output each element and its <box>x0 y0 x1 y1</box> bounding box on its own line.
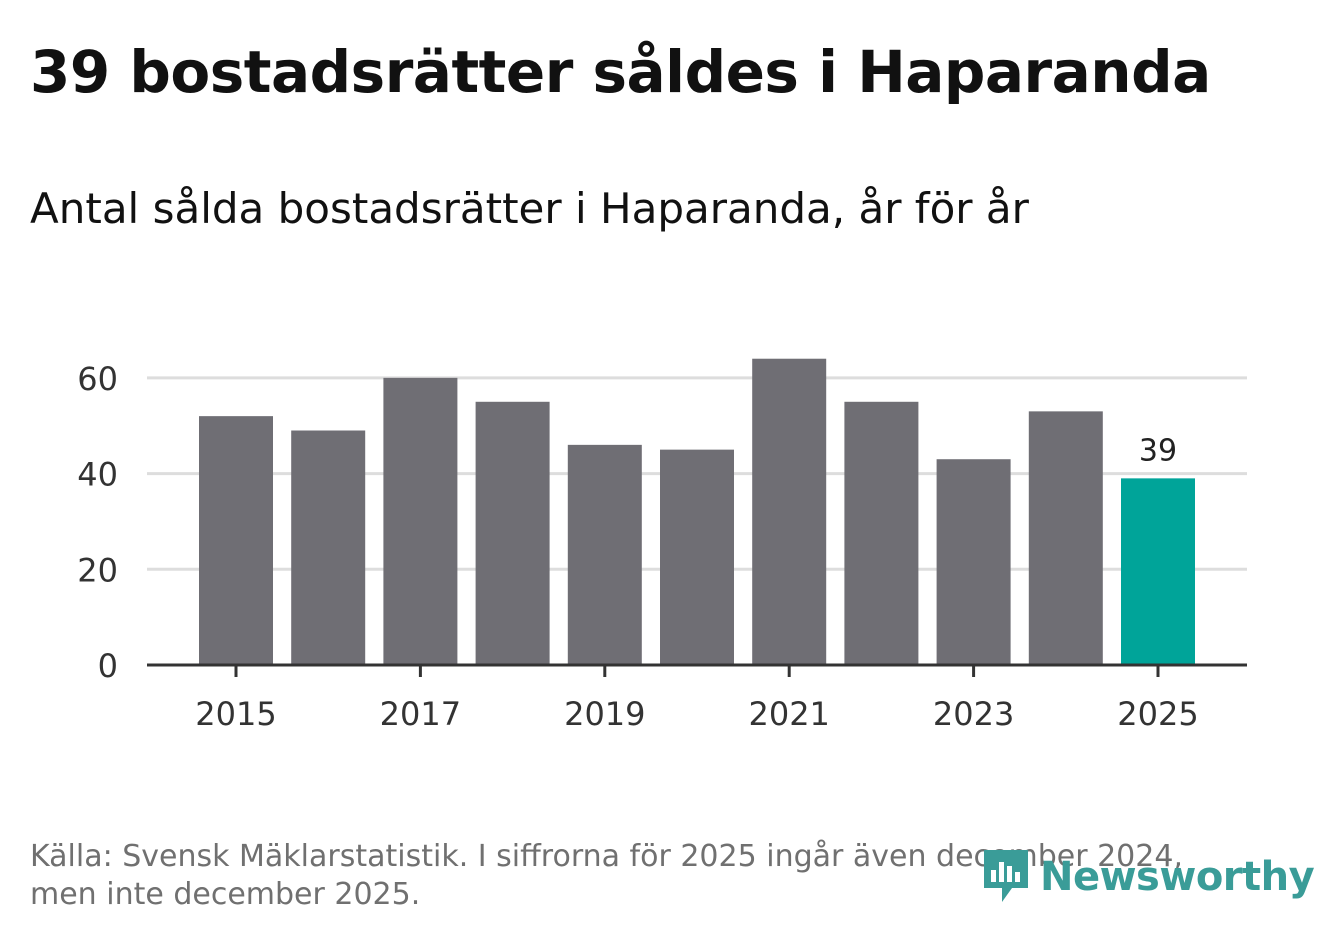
y-tick-label: 0 <box>98 647 118 685</box>
bar-2016 <box>291 430 366 665</box>
bar-2019 <box>567 444 642 665</box>
x-tick-label: 2023 <box>933 695 1014 733</box>
x-tick-label: 2015 <box>195 695 276 733</box>
y-tick-label: 40 <box>77 456 118 494</box>
bar-chart: 39 0 20 40 60 2015 2017 2019 2021 2023 2025 <box>77 358 1247 733</box>
bar-2024 <box>1028 411 1103 665</box>
y-tick-label: 60 <box>77 360 118 398</box>
x-tick-label: 2019 <box>564 695 645 733</box>
bars: 39 <box>199 358 1195 665</box>
x-tick-label: 2025 <box>1117 695 1198 733</box>
bar-2022 <box>844 401 919 665</box>
chart-title: 39 bostadsrätter såldes i Haparanda <box>30 38 1211 106</box>
bar-2018 <box>475 401 550 665</box>
newsworthy-logo-icon <box>984 850 1028 902</box>
bar-2023 <box>936 459 1011 665</box>
bar-2015 <box>199 416 273 665</box>
bar-2020 <box>660 449 734 665</box>
axes: 0 20 40 60 2015 2017 2019 2021 2023 2025 <box>77 360 1247 733</box>
brand-logo: Newsworthy <box>980 848 1315 906</box>
y-tick-label: 20 <box>77 551 118 589</box>
bar-2017 <box>383 377 458 665</box>
chart-subtitle: Antal sålda bostadsrätter i Haparanda, å… <box>30 184 1029 233</box>
bar-2025 <box>1121 478 1195 665</box>
bar-2021 <box>752 358 827 665</box>
brand-name: Newsworthy <box>1040 854 1315 900</box>
x-tick-label: 2021 <box>748 695 829 733</box>
x-tick-label: 2017 <box>380 695 461 733</box>
data-label: 39 <box>1139 433 1177 468</box>
